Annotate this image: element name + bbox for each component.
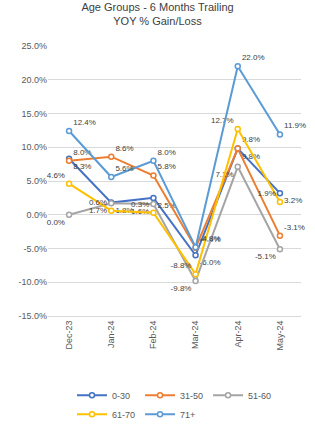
svg-text:15.0%: 15.0% — [21, 109, 47, 119]
svg-text:71+: 71+ — [180, 410, 195, 420]
svg-text:1.8%: 1.8% — [115, 206, 133, 215]
svg-text:7.1%: 7.1% — [215, 170, 233, 179]
svg-text:4.6%: 4.6% — [47, 171, 65, 180]
svg-text:1.7%: 1.7% — [89, 206, 107, 215]
svg-text:2.5%: 2.5% — [158, 201, 176, 210]
svg-text:-5.0%: -5.0% — [23, 244, 47, 254]
svg-text:0.0%: 0.0% — [47, 218, 65, 227]
svg-text:-4.9%: -4.9% — [200, 235, 221, 244]
svg-text:22.0%: 22.0% — [242, 53, 265, 62]
svg-text:25.0%: 25.0% — [21, 41, 47, 51]
svg-text:0.3%: 0.3% — [131, 200, 149, 209]
svg-text:12.7%: 12.7% — [211, 116, 234, 125]
svg-text:11.9%: 11.9% — [284, 121, 306, 130]
svg-text:0-30: 0-30 — [112, 391, 130, 401]
svg-text:1.9%: 1.9% — [258, 189, 276, 198]
svg-text:-3.1%: -3.1% — [284, 223, 305, 232]
svg-text:-5.1%: -5.1% — [255, 252, 276, 261]
svg-text:Apr-24: Apr-24 — [233, 321, 243, 348]
svg-text:-8.8%: -8.8% — [171, 261, 192, 270]
svg-text:12.4%: 12.4% — [73, 118, 96, 127]
svg-text:Dec-23: Dec-23 — [64, 321, 74, 350]
svg-text:-9.8%: -9.8% — [171, 284, 192, 293]
svg-text:5.0%: 5.0% — [26, 176, 47, 186]
svg-text:Feb-24: Feb-24 — [148, 321, 158, 350]
svg-text:May-24: May-24 — [275, 321, 285, 351]
svg-text:0.6%: 0.6% — [89, 198, 107, 207]
svg-text:-15.0%: -15.0% — [18, 311, 47, 321]
svg-text:8.0%: 8.0% — [73, 148, 91, 157]
svg-text:10.0%: 10.0% — [21, 142, 47, 152]
svg-text:20.0%: 20.0% — [21, 75, 47, 85]
svg-text:8.0%: 8.0% — [158, 148, 176, 157]
svg-text:51-60: 51-60 — [248, 391, 271, 401]
svg-text:8.3%: 8.3% — [73, 162, 91, 171]
svg-text:-4.8%: -4.8% — [200, 234, 221, 243]
svg-text:31-50: 31-50 — [180, 391, 203, 401]
svg-text:Mar-24: Mar-24 — [191, 321, 201, 350]
svg-text:-10.0%: -10.0% — [18, 277, 47, 287]
svg-text:Age Groups - 6 Months Trailing: Age Groups - 6 Months TrailingYOY % Gain… — [81, 1, 233, 27]
svg-text:3.2%: 3.2% — [284, 196, 302, 205]
svg-text:0.0%: 0.0% — [26, 210, 47, 220]
svg-text:9.8%: 9.8% — [242, 135, 260, 144]
svg-text:1.6%: 1.6% — [131, 207, 149, 216]
svg-text:-6.0%: -6.0% — [200, 258, 221, 267]
svg-text:Jan-24: Jan-24 — [106, 321, 116, 349]
svg-text:9.8%: 9.8% — [242, 152, 260, 161]
svg-text:61-70: 61-70 — [112, 410, 135, 420]
svg-text:8.6%: 8.6% — [115, 144, 133, 153]
svg-text:5.6%: 5.6% — [115, 164, 133, 173]
svg-text:5.8%: 5.8% — [158, 162, 176, 171]
